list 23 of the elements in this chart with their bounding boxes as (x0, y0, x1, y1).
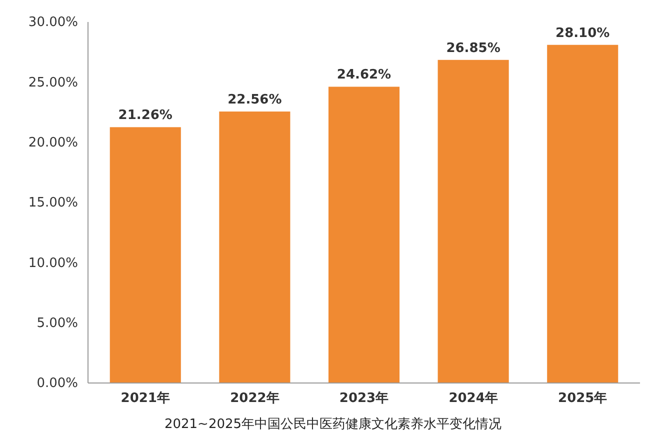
y-tick-label: 15.00% (28, 196, 78, 211)
y-tick-label: 0.00% (36, 376, 78, 392)
y-tick-label: 5.00% (36, 316, 78, 331)
x-tick-label: 2023年 (339, 391, 389, 406)
data-label: 24.62% (336, 68, 392, 83)
bar (110, 127, 181, 383)
data-label: 22.56% (228, 92, 282, 108)
y-tick-label: 25.00% (28, 75, 78, 90)
y-tick-label: 30.00% (28, 15, 78, 30)
bar (438, 60, 509, 383)
data-label: 28.10% (556, 26, 610, 41)
data-label: 21.26% (118, 108, 172, 124)
bar (547, 44, 618, 383)
y-tick-label: 20.00% (28, 135, 78, 150)
bar (219, 112, 290, 383)
x-tick-label: 2021年 (120, 391, 170, 406)
x-tick-label: 2024年 (448, 391, 498, 406)
x-tick-label: 2025年 (558, 391, 608, 406)
text: 2021~2025年中国公民中医药健康文化素养水平变化情况 (164, 416, 502, 432)
x-tick-label: 2022年 (230, 391, 280, 406)
data-label: 26.85% (446, 40, 500, 56)
y-tick-label: 10.00% (28, 256, 78, 271)
bar (328, 86, 400, 383)
